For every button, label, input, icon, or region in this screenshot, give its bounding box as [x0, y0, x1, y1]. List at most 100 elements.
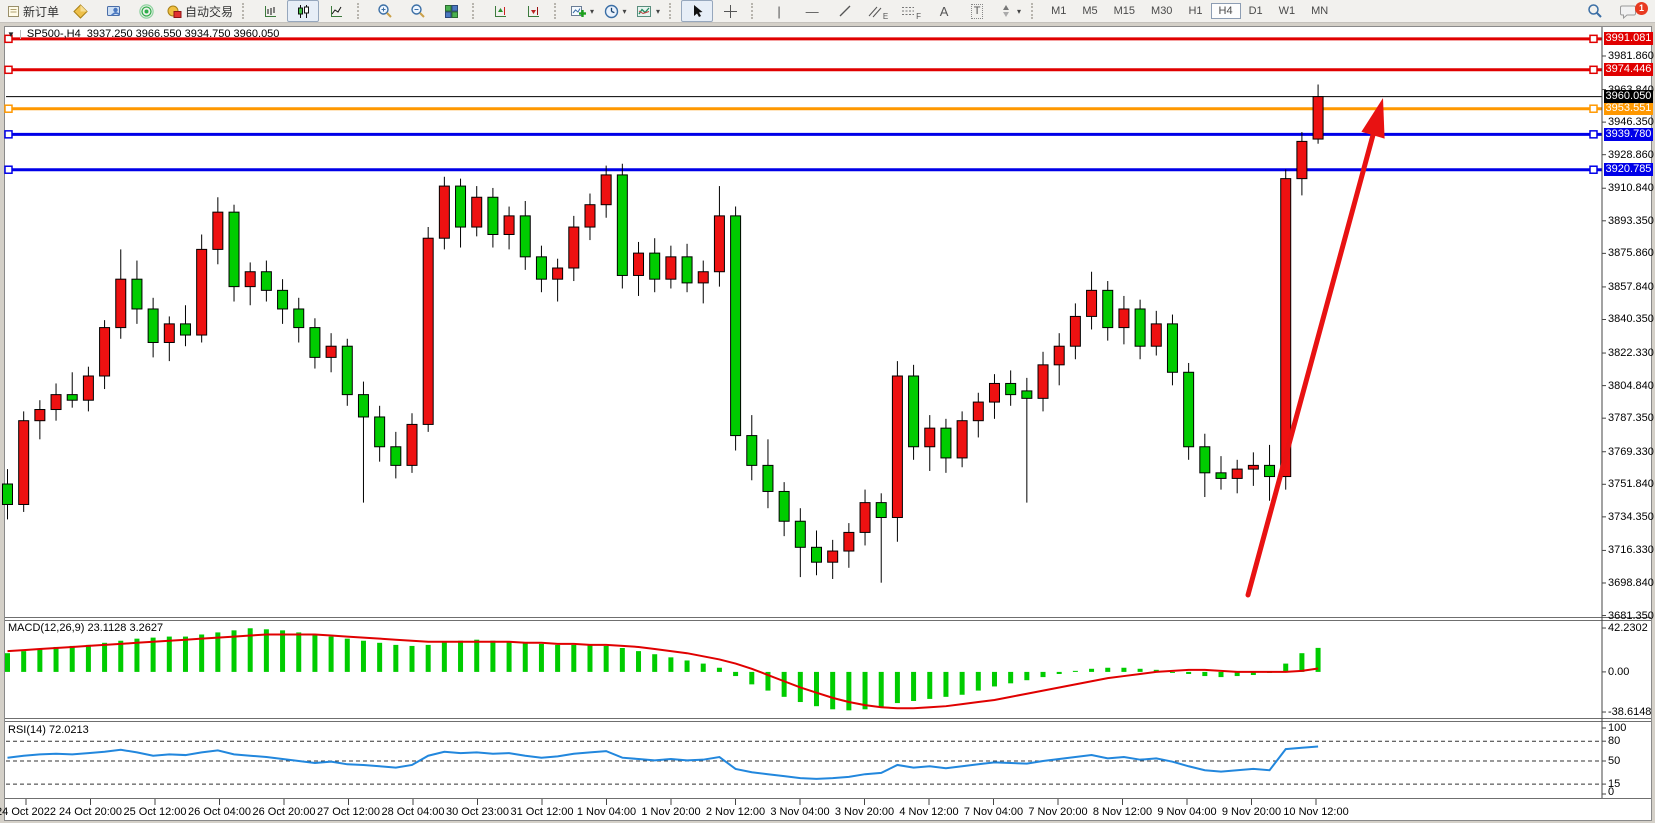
timeframe-m1[interactable]: M1 — [1051, 5, 1067, 17]
macd-histogram-bar — [1186, 671, 1192, 674]
line-handle[interactable] — [1589, 65, 1598, 75]
trendline-button[interactable] — [829, 0, 861, 22]
auto-trading-button[interactable]: 自动交易 — [163, 0, 237, 22]
toolbar: 新订单 自动交易 ▾ ▾ — [0, 0, 1655, 23]
macd-histogram-bar — [1153, 669, 1159, 672]
trend-arrow-shaft[interactable] — [1245, 132, 1376, 598]
trend-arrow-head[interactable] — [1361, 98, 1385, 139]
candle-body — [244, 271, 256, 288]
macd-histogram-bar — [199, 634, 205, 672]
horizontal-line-button[interactable]: — — [796, 0, 828, 22]
line-chart-button[interactable] — [320, 0, 352, 22]
market-watch-button[interactable] — [97, 0, 129, 22]
tile-windows-button[interactable] — [435, 0, 467, 22]
candle-body — [697, 271, 709, 284]
toolbar-separator — [669, 3, 675, 19]
candle-body — [600, 174, 612, 206]
timeframe-h4[interactable]: H4 — [1210, 3, 1241, 19]
candle-body — [681, 256, 693, 284]
line-handle[interactable] — [4, 130, 13, 139]
horizontal-line-icon: — — [805, 3, 819, 19]
bar-chart-button[interactable] — [254, 0, 286, 22]
notifications-button[interactable]: 1 — [1612, 0, 1648, 22]
toolbar-separator — [554, 3, 560, 19]
line-handle[interactable] — [1589, 104, 1598, 113]
timeframe-m5[interactable]: M5 — [1082, 5, 1098, 17]
candle-body — [260, 271, 272, 291]
indicators-button[interactable]: ▾ — [632, 0, 664, 22]
arrows-button[interactable]: ▾ — [994, 0, 1026, 22]
macd-histogram-bar — [296, 632, 302, 672]
macd-histogram-bar — [814, 671, 819, 707]
fibonacci-button[interactable]: F — [895, 0, 927, 22]
macd-histogram-bar — [749, 671, 755, 685]
macd-histogram-bar — [182, 636, 188, 672]
zoom-in-button[interactable] — [369, 0, 401, 22]
toolbar-separator — [357, 3, 363, 19]
candle-body — [293, 308, 305, 329]
macd-histogram-bar — [393, 644, 399, 672]
macd-histogram-bar — [1169, 671, 1175, 673]
macd-histogram-bar — [231, 630, 237, 672]
signals-button[interactable] — [130, 0, 162, 22]
macd-histogram-bar — [458, 640, 464, 672]
candle-body — [503, 215, 515, 235]
vertical-line-button[interactable]: | — [763, 0, 795, 22]
timeframe-mn[interactable]: MN — [1311, 5, 1329, 17]
candle-body — [552, 267, 564, 280]
auto-scroll-button[interactable] — [484, 0, 516, 22]
macd-histogram-bar — [102, 642, 108, 672]
text-button[interactable]: A — [928, 0, 960, 22]
macd-histogram-bar — [878, 671, 884, 708]
candle-body — [1053, 345, 1065, 366]
timeframe-m30[interactable]: M30 — [1151, 5, 1173, 17]
cursor-icon — [693, 5, 703, 17]
crosshair-icon — [723, 4, 737, 18]
candle-body — [1150, 323, 1162, 347]
text-label-button[interactable]: T — [961, 0, 993, 22]
line-handle[interactable] — [4, 65, 13, 75]
tile-windows-icon — [444, 4, 458, 18]
macd-histogram-bar — [1299, 653, 1305, 672]
timeframe-m15[interactable]: M15 — [1113, 5, 1136, 17]
candle-body — [811, 546, 822, 563]
timeframe-d1[interactable]: D1 — [1248, 5, 1263, 17]
new-chart-icon — [571, 5, 587, 17]
macd-histogram-bar — [312, 634, 318, 672]
charts-profile-button[interactable] — [64, 0, 96, 22]
candle-body — [34, 409, 46, 422]
timeframe-w1[interactable]: W1 — [1278, 5, 1296, 17]
candle-body — [1166, 323, 1178, 373]
macd-histogram-bar — [1040, 671, 1046, 678]
search-button[interactable] — [1579, 0, 1611, 22]
profile-diamond-icon — [72, 3, 88, 19]
line-handle[interactable] — [4, 34, 13, 44]
timeframe-h1[interactable]: H1 — [1188, 5, 1203, 17]
macd-histogram-bar — [911, 671, 917, 701]
macd-histogram-bar — [263, 629, 269, 672]
chart-shift-button[interactable] — [517, 0, 549, 22]
candlestick-chart-button[interactable] — [287, 0, 320, 22]
candle-body — [471, 196, 483, 228]
cursor-button[interactable] — [681, 0, 714, 22]
candle-body — [778, 490, 790, 522]
new-order-button[interactable]: 新订单 — [3, 0, 63, 22]
candle-body — [616, 174, 628, 276]
chevron-down-icon: ▾ — [622, 6, 627, 16]
candle-body — [115, 278, 127, 329]
candle-body — [1102, 289, 1114, 329]
line-handle[interactable] — [1589, 34, 1598, 44]
line-handle[interactable] — [1589, 165, 1598, 174]
line-handle[interactable] — [4, 165, 13, 174]
candle-body — [988, 382, 1000, 403]
line-handle[interactable] — [4, 104, 13, 113]
crosshair-button[interactable] — [714, 0, 746, 22]
new-chart-button[interactable]: ▾ — [566, 0, 598, 22]
period-button[interactable]: ▾ — [599, 0, 631, 22]
macd-histogram-bar — [1234, 671, 1240, 677]
candle-body — [746, 435, 758, 466]
line-handle[interactable] — [1589, 130, 1598, 139]
zoom-out-button[interactable] — [402, 0, 434, 22]
equidistant-channel-button[interactable]: E — [862, 0, 894, 22]
